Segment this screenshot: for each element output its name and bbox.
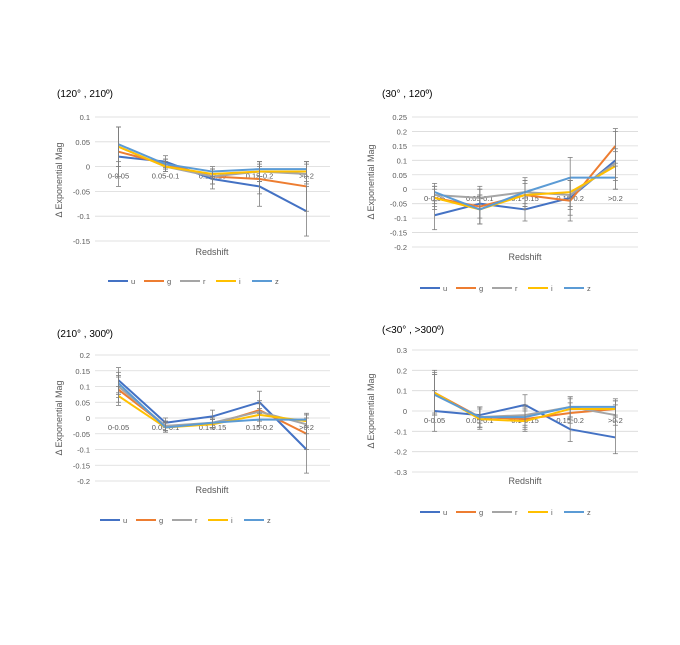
chart-panel-4: (<30° , >300º)-0.3-0.2-0.100.10.20.30-0.… xyxy=(366,325,638,517)
chart-title: (<30° , >300º) xyxy=(382,325,444,336)
error-bar-z xyxy=(612,165,618,190)
y-tick-label: 0 xyxy=(403,407,407,416)
y-axis-title: Δ Exponential Mag xyxy=(54,142,64,217)
legend-label-r: r xyxy=(203,277,206,286)
legend-label-g: g xyxy=(167,277,171,286)
y-tick-label: -0.1 xyxy=(394,427,407,436)
error-bar-z xyxy=(567,157,573,199)
chart-title: (30° , 120º) xyxy=(382,89,432,100)
error-bar-z xyxy=(163,422,168,433)
x-tick-label: 0-0.05 xyxy=(108,423,129,432)
error-bar-z xyxy=(304,412,309,427)
y-tick-label: -0.05 xyxy=(73,187,90,196)
legend-label-i: i xyxy=(231,516,233,525)
error-bar-z xyxy=(432,373,438,416)
y-tick-label: 0.15 xyxy=(392,142,407,151)
error-bar-z xyxy=(477,194,483,225)
y-tick-label: 0.15 xyxy=(75,367,90,376)
y-tick-label: 0.1 xyxy=(80,113,90,122)
y-tick-label: -0.3 xyxy=(394,468,407,477)
legend-label-z: z xyxy=(587,508,591,517)
error-bar-z xyxy=(210,417,215,428)
y-tick-label: 0.25 xyxy=(392,113,407,122)
legend-label-g: g xyxy=(479,508,483,517)
legend-label-z: z xyxy=(275,277,279,286)
chart-panel-1: (120° , 210º)-0.15-0.1-0.0500.050.10-0.0… xyxy=(54,89,330,286)
y-tick-label: 0 xyxy=(86,163,90,172)
y-tick-label: -0.2 xyxy=(394,448,407,457)
y-axis-title: Δ Exponential Mag xyxy=(366,144,376,219)
error-bar-z xyxy=(210,166,215,177)
error-bar-z xyxy=(116,126,121,163)
y-tick-label: 0.2 xyxy=(397,366,407,375)
y-tick-label: 0.1 xyxy=(397,156,407,165)
y-tick-label: 0.05 xyxy=(392,171,407,180)
y-tick-label: 0.1 xyxy=(397,387,407,396)
chart-panel-2: (30° , 120º) -0.2 -0.15 -0.1 -0.05 0 0.05 0.1 0.… xyxy=(366,89,638,293)
y-tick-label: 0.1 xyxy=(80,383,90,392)
legend-label-r: r xyxy=(515,284,518,293)
x-axis-title: Redshift xyxy=(195,485,229,495)
x-axis-title: Redshift xyxy=(195,247,229,257)
legend-label-r: r xyxy=(515,508,518,517)
legend-label-i: i xyxy=(239,277,241,286)
error-bar-z xyxy=(432,183,438,202)
y-tick-label: -0.1 xyxy=(77,446,90,455)
x-axis-title: Redshift xyxy=(508,252,542,262)
y-tick-label: 0 xyxy=(403,185,407,194)
y-tick-label: -0.2 xyxy=(394,243,407,252)
x-tick-label: 0.15-0.2 xyxy=(246,423,274,432)
x-tick-label: >0.2 xyxy=(608,194,623,203)
legend-label-u: u xyxy=(123,516,127,525)
y-axis-title: Δ Exponential Mag xyxy=(366,373,376,448)
error-bar-z xyxy=(257,412,262,427)
error-bar-z xyxy=(116,371,121,395)
y-tick-label: -0.1 xyxy=(77,212,90,221)
legend-label-g: g xyxy=(479,284,483,293)
error-bar-z xyxy=(612,398,618,416)
y-tick-label: -0.15 xyxy=(73,237,90,246)
y-tick-label: -0.05 xyxy=(390,200,407,209)
y-tick-label: -0.1 xyxy=(394,214,407,223)
legend-label-i: i xyxy=(551,284,553,293)
error-bar-z xyxy=(522,406,528,428)
error-bar-z xyxy=(163,158,168,170)
y-tick-label: -0.05 xyxy=(73,430,90,439)
legend-label-g: g xyxy=(159,516,163,525)
y-tick-label: 0.2 xyxy=(397,127,407,136)
y-tick-label: 0.2 xyxy=(80,351,90,360)
y-tick-label: -0.2 xyxy=(77,477,90,486)
error-bar-z xyxy=(477,406,483,428)
error-bar-z xyxy=(567,396,573,418)
error-bar-z xyxy=(257,161,262,177)
y-axis-title: Δ Exponential Mag xyxy=(54,380,64,455)
legend-label-z: z xyxy=(587,284,591,293)
y-tick-label: 0.05 xyxy=(75,398,90,407)
error-bar-z xyxy=(304,161,309,177)
legend-label-r: r xyxy=(195,516,198,525)
y-tick-label: 0 xyxy=(86,414,90,423)
chart-title: (120° , 210º) xyxy=(57,89,113,100)
legend-label-u: u xyxy=(443,284,447,293)
error-bar-z xyxy=(522,177,528,207)
legend-label-u: u xyxy=(443,508,447,517)
y-tick-label: 0.05 xyxy=(75,138,90,147)
legend-label-u: u xyxy=(131,277,135,286)
y-tick-label: 0.3 xyxy=(397,346,407,355)
y-tick-label: -0.15 xyxy=(390,229,407,238)
legend-label-z: z xyxy=(267,516,271,525)
y-tick-label: -0.15 xyxy=(73,461,90,470)
x-axis-title: Redshift xyxy=(508,476,542,486)
chart-panel-3: (210° , 300º) -0.2 -0.15 -0.1 -0.05 0 0.05 0.1 0… xyxy=(54,329,330,525)
x-tick-label: 0.05-0.1 xyxy=(152,172,180,181)
legend-label-i: i xyxy=(551,508,553,517)
chart-title: (210° , 300º) xyxy=(57,329,113,340)
